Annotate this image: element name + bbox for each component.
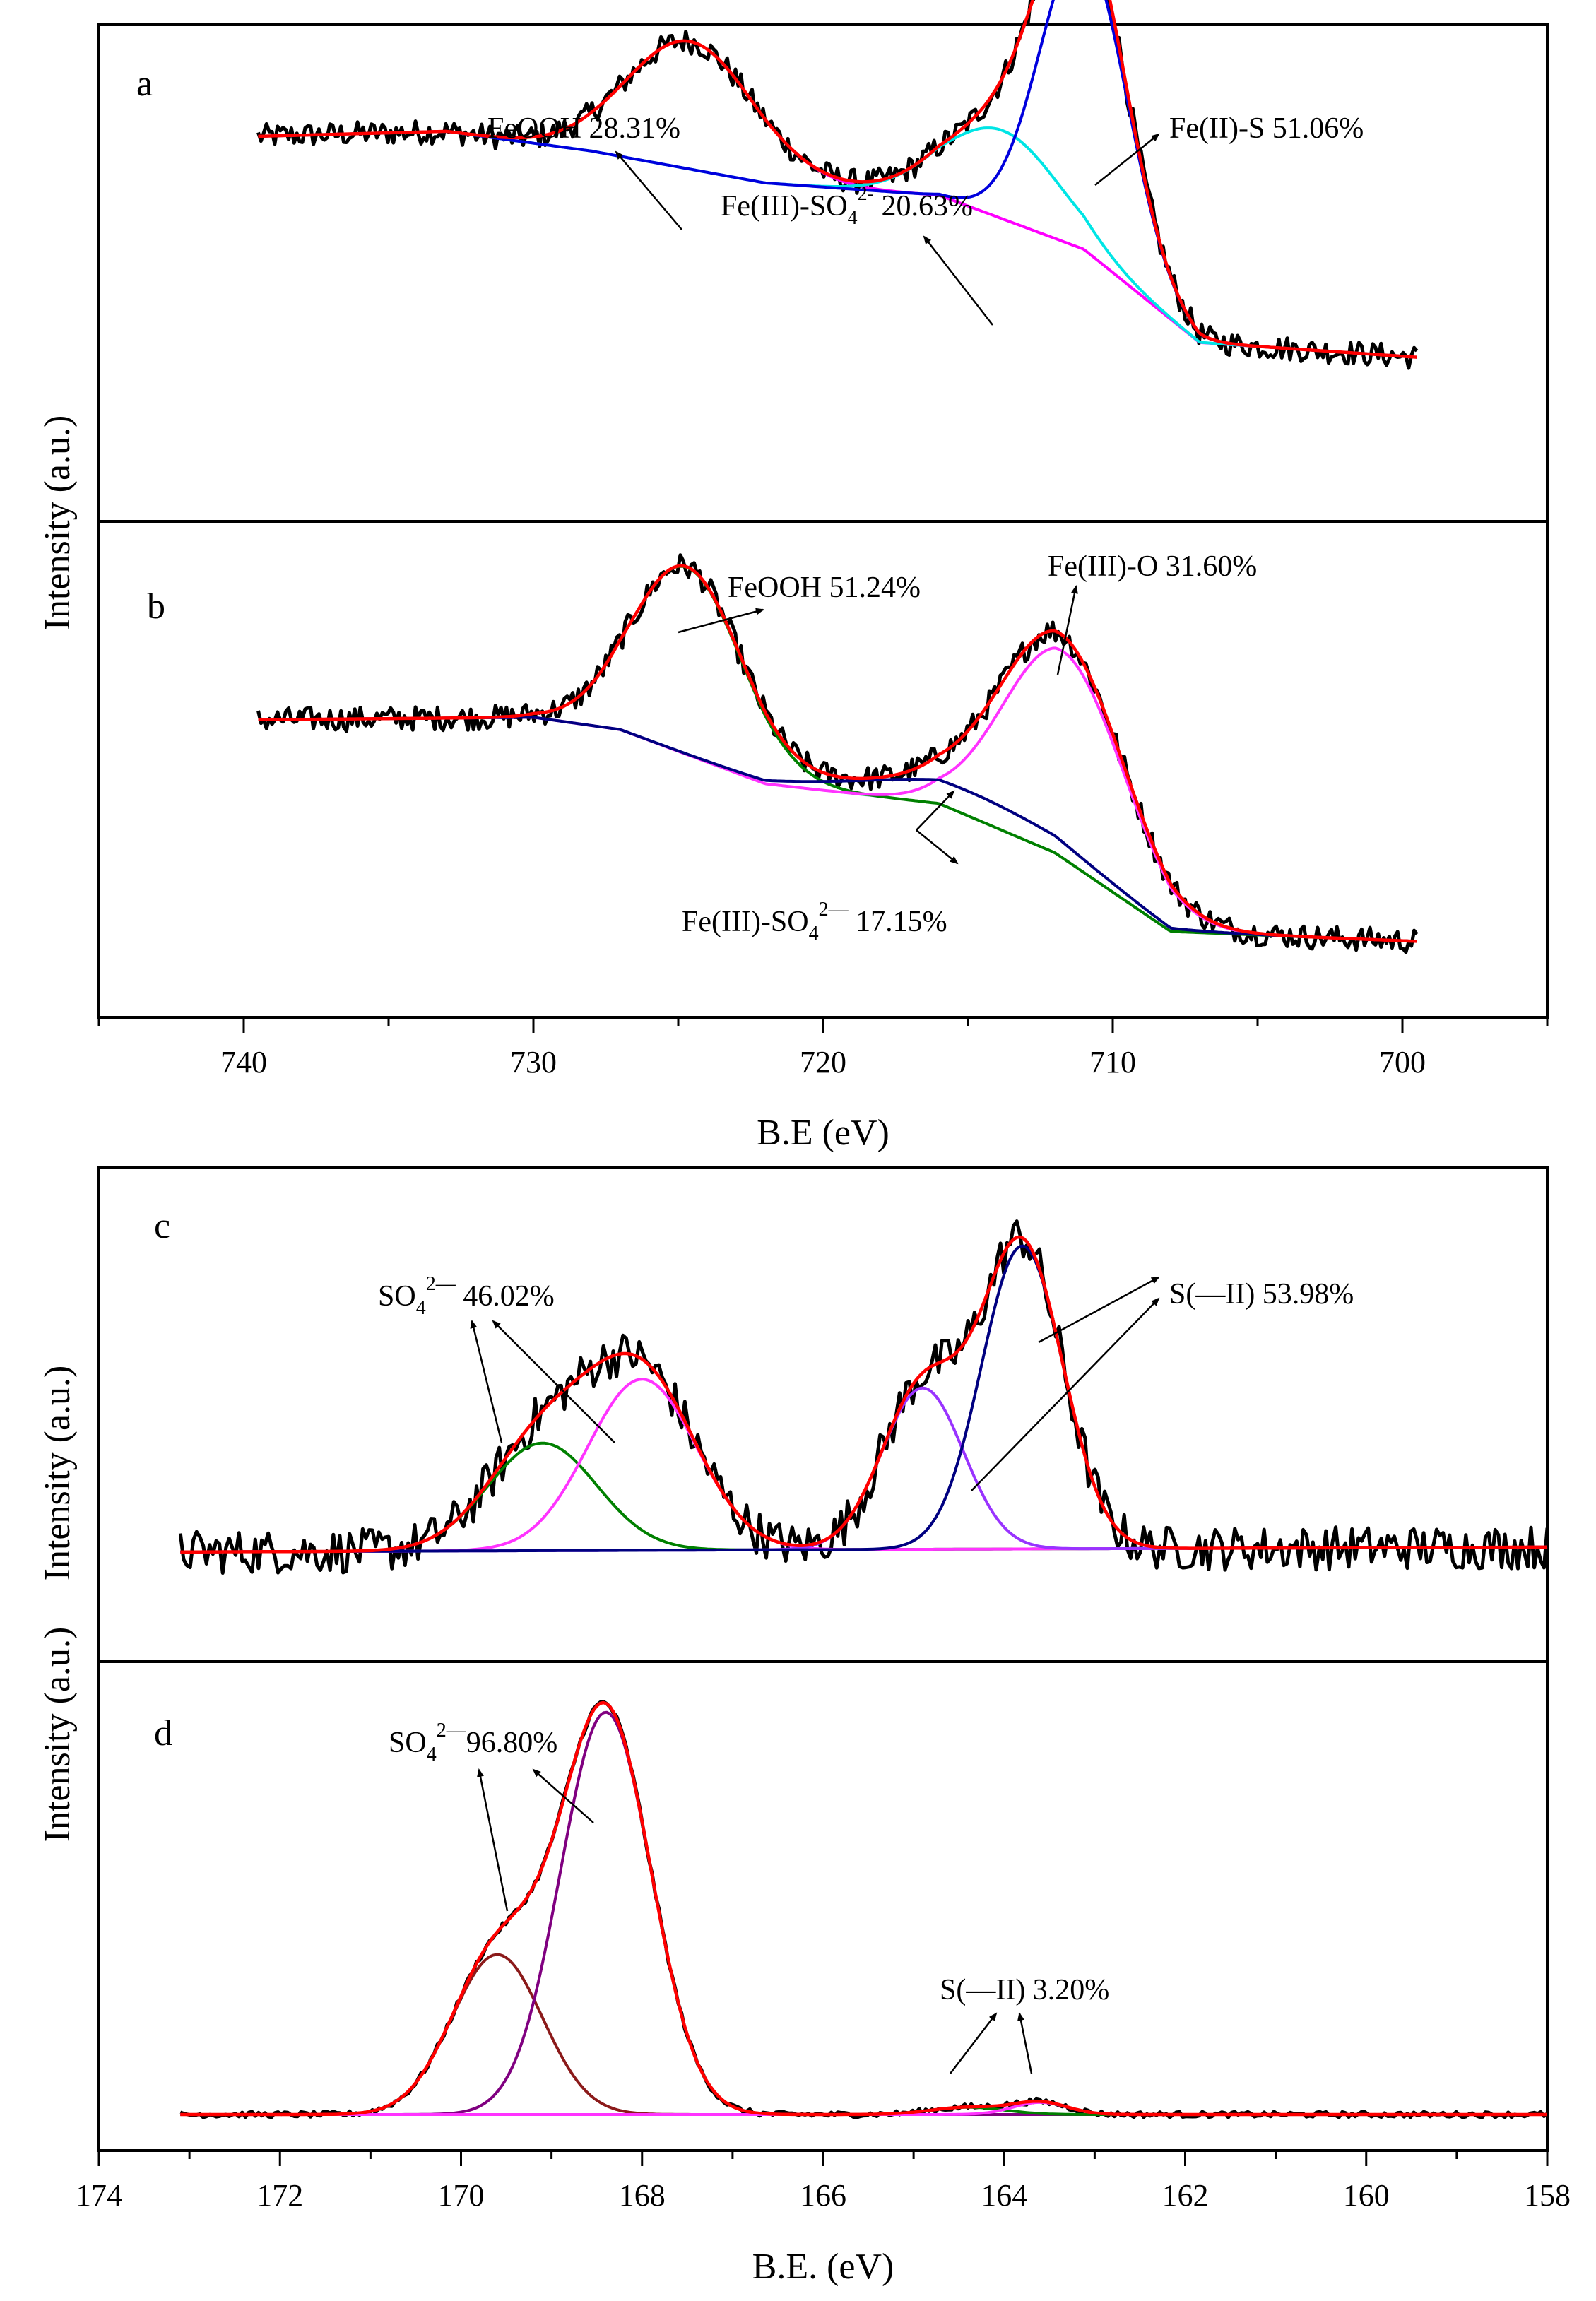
- feooh-annotation: FeOOH 51.24%: [728, 572, 921, 604]
- x-tick-label: 700: [1379, 1045, 1426, 1079]
- x-tick-label: 170: [438, 2178, 485, 2213]
- s2-annotation: S(—II) 53.98%: [1169, 1278, 1354, 1311]
- x-tick-label: 740: [220, 1045, 267, 1079]
- s2-arrow-lower: [971, 1297, 1160, 1491]
- x-tick-label: 720: [800, 1045, 846, 1079]
- panel-d-annotations: SO42—96.80% S(—II) 3.20%: [389, 1720, 1109, 2074]
- s-y-axis-title-lower: Intensity (a.u.): [37, 1627, 78, 1842]
- s2-arrow-left: [950, 2012, 998, 2074]
- fe3-so4-arrow-up: [916, 790, 955, 831]
- so4-arrow-left: [477, 1768, 509, 1912]
- feooh-arrow: [678, 608, 764, 634]
- panel-a-curves: [256, 0, 1419, 370]
- component-0-line: [258, 564, 1417, 943]
- so4-arrow-right: [532, 1768, 594, 1823]
- raw-data-line: [256, 553, 1419, 954]
- envelope-line: [258, 564, 1417, 943]
- background-line: [258, 130, 1417, 359]
- s-frame: [97, 1166, 1549, 2152]
- panel-b-curves: [256, 553, 1419, 954]
- x-tick-label: 166: [800, 2178, 846, 2213]
- x-tick-label: 158: [1524, 2178, 1571, 2213]
- component-0-line: [180, 1953, 1547, 2116]
- x-tick-label: 174: [76, 2178, 122, 2213]
- fe2-s-annotation: Fe(II)-S 51.06%: [1169, 112, 1364, 145]
- feooh-arrow: [615, 150, 682, 230]
- panel-c: c SO42— 46.02% S(—II) 53.98%: [154, 1206, 1549, 1575]
- panel-d-curves: [179, 1700, 1549, 2119]
- component-1-line: [180, 1378, 1548, 1554]
- x-tick-label: 168: [619, 2178, 666, 2213]
- so4-arrow-left: [470, 1320, 503, 1443]
- envelope-line: [258, 0, 1417, 359]
- fe3-so4-annotation: Fe(III)-SO42— 17.15%: [682, 899, 947, 945]
- fe3-o-arrow: [1056, 585, 1078, 675]
- x-tick-label: 160: [1343, 2178, 1390, 2213]
- so4-arrow-right: [492, 1320, 615, 1443]
- fe-x-axis-ticks: 740 730 720 710 700: [97, 1017, 1549, 1079]
- s2-arrow-right: [1017, 2012, 1033, 2074]
- panel-c-label: c: [154, 1206, 170, 1246]
- panel-c-curves: [178, 1219, 1549, 1575]
- s-figure: 174 172 170 168 166 164 162 160 158 B.E. (eV) In…: [37, 1166, 1571, 2287]
- x-tick-label: 164: [981, 2178, 1027, 2213]
- fe-figure: 740 730 720 710 700 B.E (eV) Intensity (a.u.…: [37, 0, 1549, 1153]
- raw-data-line: [178, 1219, 1549, 1575]
- raw-data-line: [179, 1700, 1549, 2119]
- fe3-so4-annotation: Fe(III)-SO42- 20.63%: [721, 183, 973, 229]
- fe-x-axis-title: B.E (eV): [757, 1113, 889, 1153]
- panel-a-label: a: [136, 64, 153, 104]
- background-line-alt: [258, 130, 1417, 358]
- x-tick-label: 710: [1089, 1045, 1136, 1079]
- panel-b-annotations: FeOOH 51.24% Fe(III)-O 31.60% Fe(III)-SO…: [678, 550, 1257, 945]
- panel-b-label: b: [147, 586, 165, 627]
- so4-annotation: SO42— 46.02%: [378, 1273, 555, 1319]
- feooh-annotation: FeOOH 28.31%: [487, 112, 680, 145]
- s-x-axis-title: B.E. (eV): [752, 2247, 894, 2287]
- envelope-line: [180, 1700, 1547, 2117]
- s-x-axis-ticks: 174 172 170 168 166 164 162 160 158: [76, 2151, 1571, 2213]
- panel-b: b FeOOH 51.24% Fe(III)-O 31.60% Fe(III)-…: [147, 550, 1419, 954]
- panel-c-annotations: SO42— 46.02% S(—II) 53.98%: [378, 1273, 1354, 1491]
- fe2-s-arrow: [1094, 133, 1160, 186]
- panel-d: d SO42—96.80% S(—II) 3.20%: [154, 1700, 1549, 2119]
- panel-d-label: d: [154, 1713, 172, 1753]
- component-1-line: [258, 646, 1417, 943]
- fe-y-axis-title: Intensity (a.u.): [37, 415, 78, 631]
- component-1-line: [258, 126, 1417, 359]
- s2-annotation: S(—II) 3.20%: [940, 1974, 1109, 2006]
- panel-a: a FeOOH 28.31% Fe(III)-SO42- 20.63% Fe(I…: [136, 0, 1419, 370]
- envelope-line: [180, 1235, 1548, 1554]
- x-tick-label: 730: [510, 1045, 557, 1079]
- component-2-line: [180, 1386, 1548, 1554]
- fe3-so4-arrow: [923, 235, 993, 326]
- x-tick-label: 172: [256, 2178, 303, 2213]
- fe3-o-annotation: Fe(III)-O 31.60%: [1048, 550, 1257, 583]
- component-1-line: [180, 1710, 1547, 2116]
- s2-arrow-upper: [1038, 1276, 1160, 1344]
- s-y-axis-title-upper: Intensity (a.u.): [37, 1366, 78, 1581]
- raw-data-line: [256, 0, 1419, 370]
- panel-a-annotations: FeOOH 28.31% Fe(III)-SO42- 20.63% Fe(II)…: [487, 112, 1364, 326]
- so4-annotation: SO42—96.80%: [389, 1720, 557, 1765]
- fe3-so4-arrow-down: [916, 829, 959, 865]
- x-tick-label: 162: [1162, 2178, 1209, 2213]
